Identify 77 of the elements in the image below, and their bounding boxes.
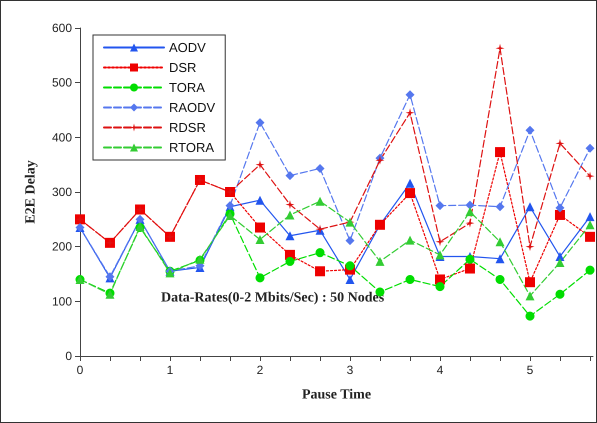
point xyxy=(406,90,415,100)
point xyxy=(586,220,595,230)
point xyxy=(526,202,534,212)
x-tick-label: 1 xyxy=(166,363,174,377)
point xyxy=(465,200,474,210)
point xyxy=(375,256,384,266)
x-tick-label: 3 xyxy=(346,363,354,377)
point xyxy=(285,200,294,210)
point xyxy=(555,290,564,299)
point xyxy=(586,212,595,222)
point xyxy=(555,203,564,212)
point xyxy=(586,266,595,275)
y-tick-label: 400 xyxy=(52,130,72,144)
y-tick-label: 0 xyxy=(65,349,72,363)
x-tick-label: 5 xyxy=(526,363,534,377)
y-tick-label: 200 xyxy=(52,240,72,254)
point xyxy=(464,264,475,274)
legend-label: RTORA xyxy=(169,140,214,155)
point xyxy=(465,254,474,264)
point xyxy=(555,138,564,148)
point xyxy=(586,144,595,153)
point xyxy=(465,207,474,216)
y-tick-label: 300 xyxy=(52,185,72,199)
point xyxy=(285,171,294,180)
y-axis-title: E2E Delay xyxy=(24,160,38,224)
point xyxy=(316,164,325,173)
point xyxy=(256,196,264,205)
point xyxy=(255,222,265,233)
point xyxy=(285,210,294,220)
point xyxy=(406,178,415,188)
point xyxy=(256,235,264,244)
point xyxy=(256,273,264,282)
point xyxy=(436,237,444,246)
point xyxy=(525,277,535,288)
point xyxy=(526,126,534,135)
point xyxy=(256,118,264,128)
point xyxy=(496,274,505,284)
point xyxy=(406,108,415,118)
point xyxy=(315,266,326,276)
point xyxy=(526,291,534,300)
annotation: Data-Rates(0-2 Mbits/Sec) : 50 Nodes xyxy=(161,290,385,306)
point xyxy=(346,236,354,246)
point xyxy=(316,196,325,206)
x-axis-title: Pause Time xyxy=(302,388,372,402)
legend-label: TORA xyxy=(169,80,206,95)
x-tick-label: 2 xyxy=(256,363,264,377)
point xyxy=(285,256,294,266)
point xyxy=(496,237,505,246)
point xyxy=(495,147,506,158)
point xyxy=(526,242,534,252)
y-tick-label: 500 xyxy=(52,76,72,90)
legend-label: RDSR xyxy=(169,120,206,135)
x-tick-label: 4 xyxy=(436,363,444,377)
point xyxy=(555,258,564,268)
point xyxy=(405,188,416,198)
point xyxy=(406,274,415,284)
point xyxy=(346,261,354,270)
point xyxy=(256,160,264,170)
point xyxy=(526,312,534,321)
point xyxy=(586,172,595,181)
point xyxy=(436,282,444,292)
point xyxy=(585,232,596,242)
x-tick-label: 0 xyxy=(76,363,84,377)
point xyxy=(285,231,294,240)
point xyxy=(316,248,325,258)
legend-label: DSR xyxy=(169,60,196,75)
y-tick-label: 100 xyxy=(52,294,72,308)
point xyxy=(465,218,474,228)
legend-label: AODV xyxy=(169,40,206,55)
point xyxy=(554,210,565,220)
point xyxy=(436,201,444,210)
y-tick-label: 600 xyxy=(52,21,72,35)
point xyxy=(496,254,505,264)
point xyxy=(496,202,505,212)
point xyxy=(346,274,354,284)
legend-label: RAODV xyxy=(169,100,216,115)
point xyxy=(406,236,415,245)
